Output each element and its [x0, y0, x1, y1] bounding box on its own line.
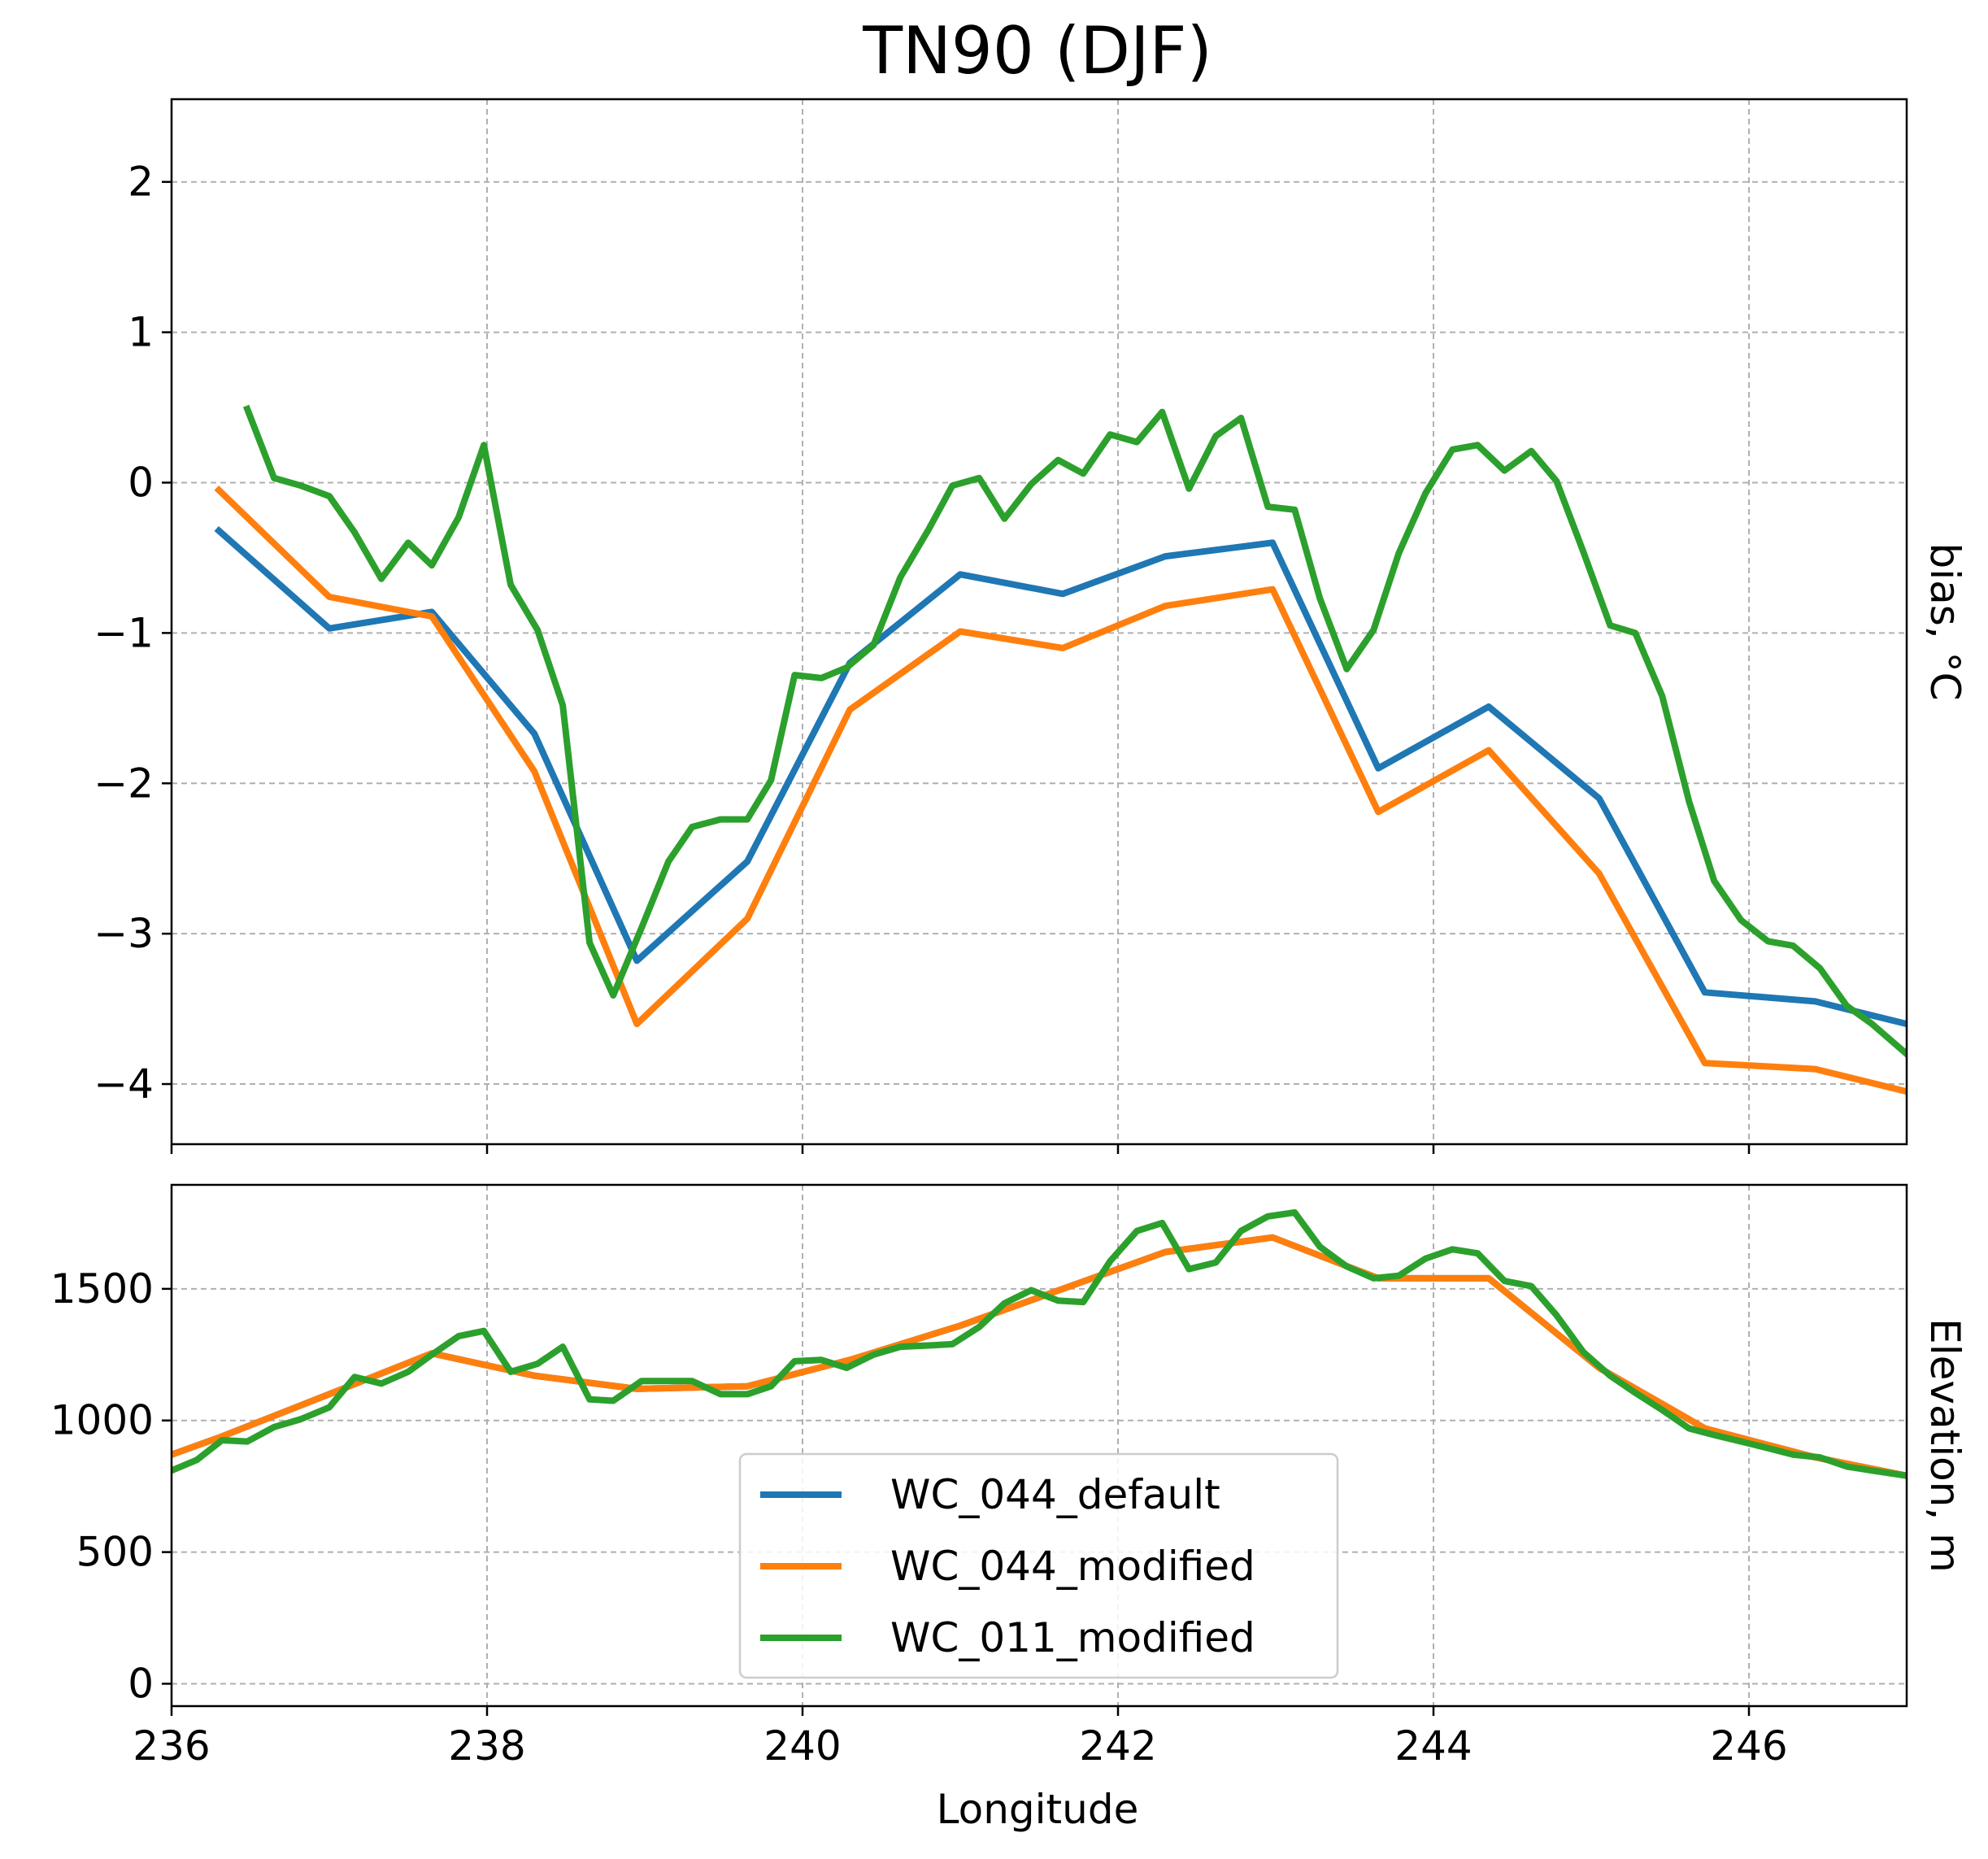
- series-line-wc-044-default: [214, 525, 1907, 1028]
- x-tick-label: 240: [763, 1722, 841, 1770]
- elevation-panel: 0 500 1000 1500 236 238 240 242 244 246 Elevation,…: [50, 1183, 1968, 1770]
- y-tick-label: 500: [76, 1529, 154, 1576]
- chart-title: TN90 (DJF): [862, 13, 1212, 89]
- series-line-wc-011-modified: [172, 1209, 1907, 1479]
- series-line-wc-011-modified: [242, 404, 1907, 1059]
- y-tick-label: 0: [128, 459, 154, 506]
- y-tick-label: −1: [94, 609, 154, 656]
- x-tick-label: 236: [133, 1722, 210, 1770]
- y-tick-label: −3: [94, 910, 154, 957]
- y-tick-label: 2: [128, 159, 154, 206]
- plot-frame: [170, 1183, 1908, 1708]
- x-tick-label: 238: [448, 1722, 525, 1770]
- legend: WC_044_default WC_044_modified WC_011_modi…: [738, 1452, 1339, 1679]
- series-line-wc-044-modified: [214, 485, 1907, 1095]
- x-tick-label: 242: [1079, 1722, 1156, 1770]
- x-tick-label: 244: [1394, 1722, 1472, 1770]
- legend-label-wc-044-default: WC_044_default: [890, 1471, 1220, 1518]
- plot-frame: [170, 98, 1908, 1146]
- y-tick-label: 0: [128, 1660, 154, 1707]
- legend-box: [738, 1452, 1339, 1679]
- y-axis-label: bias, °C: [1921, 542, 1968, 700]
- x-tick-label: 246: [1710, 1722, 1787, 1770]
- bias-panel: −4 −3 −2 −1 0 1 2 bias, °C: [94, 98, 1968, 1154]
- x-axis-label: Longitude: [937, 1786, 1139, 1833]
- y-tick-label: −4: [94, 1060, 154, 1108]
- y-tick-label: 1500: [50, 1265, 154, 1313]
- legend-label-wc-044-modified: WC_044_modified: [890, 1543, 1255, 1590]
- y-tick-label: 1: [128, 309, 154, 356]
- y-axis-label: Elevation, m: [1921, 1318, 1968, 1573]
- legend-label-wc-011-modified: WC_011_modified: [890, 1614, 1255, 1661]
- y-tick-label: −2: [94, 760, 154, 807]
- y-tick-label: 1000: [50, 1397, 154, 1444]
